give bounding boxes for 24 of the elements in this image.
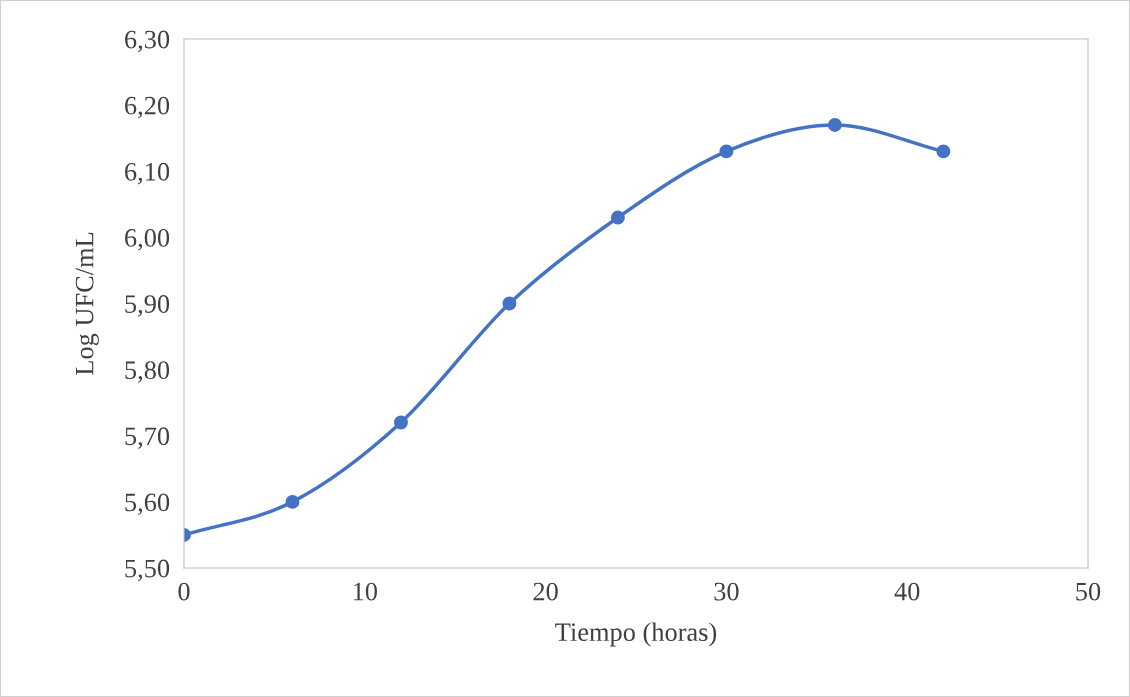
- point: [827, 118, 842, 132]
- y-tick-label: 5,60: [125, 493, 170, 516]
- point: [719, 144, 734, 159]
- x-axis-title: Tiempo (horas): [555, 622, 717, 647]
- x-tick-label: 40: [894, 582, 920, 601]
- point: [502, 296, 517, 311]
- y-tick-label: 5,70: [125, 427, 170, 449]
- y-tick-label: 5,90: [125, 295, 170, 317]
- y-tick-label: 6,20: [125, 96, 170, 119]
- point: [610, 210, 625, 225]
- point: [394, 415, 408, 430]
- point: [285, 494, 300, 509]
- x-tick-label: 10: [353, 582, 377, 601]
- y-axis-title: Log UFC/mL: [75, 232, 99, 375]
- x-tick-label: 30: [714, 582, 739, 601]
- y-tick-label: 6,00: [125, 228, 170, 251]
- y-tick-label: 6,30: [125, 30, 170, 53]
- point: [936, 144, 951, 159]
- y-tick-label: 5,80: [125, 361, 170, 383]
- x-tick-label: 0: [178, 582, 190, 601]
- y-tick-label: 6,10: [125, 162, 170, 185]
- x-tick-label: 50: [1076, 582, 1101, 601]
- x-tick-label: 20: [533, 582, 558, 601]
- y-tick-label: 5,50: [125, 559, 170, 582]
